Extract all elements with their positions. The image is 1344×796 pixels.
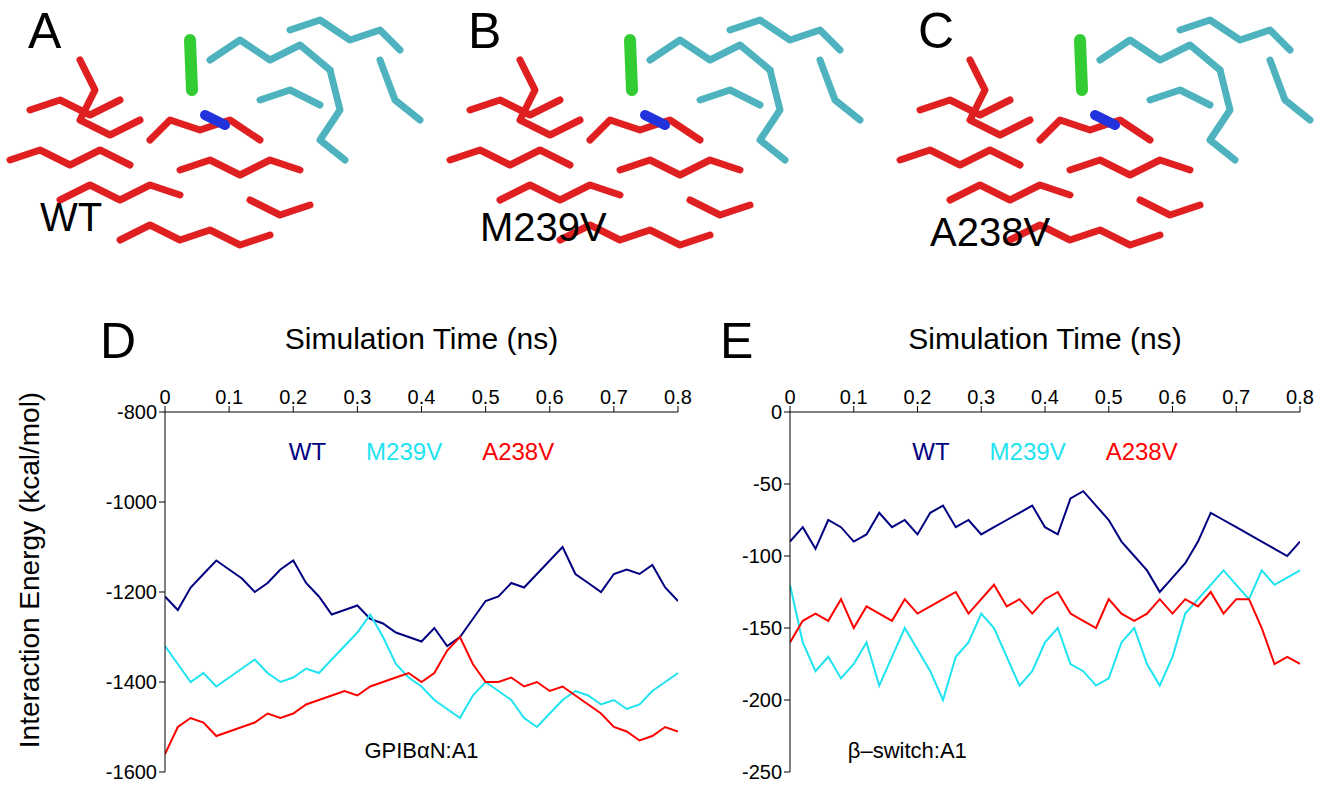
html-text:A: A <box>28 3 62 59</box>
html-text:M239V: M239V <box>989 438 1066 465</box>
svg-text:-100: -100 <box>742 545 782 567</box>
svg-text:-1600: -1600 <box>106 761 157 783</box>
html-text:Simulation Time (ns): Simulation Time (ns) <box>284 322 559 355</box>
svg-text:0.2: 0.2 <box>904 386 932 408</box>
svg-text:-200: -200 <box>742 689 782 711</box>
svg-text:0: 0 <box>159 386 170 408</box>
svg-text:0.5: 0.5 <box>1095 386 1123 408</box>
svg-text:0.5: 0.5 <box>472 386 500 408</box>
svg-text:0.4: 0.4 <box>1031 386 1059 408</box>
svg-text:0.1: 0.1 <box>840 386 868 408</box>
svg-text:0.4: 0.4 <box>408 386 436 408</box>
html-text:A238V: A238V <box>1105 438 1178 465</box>
html-text:β–switch:A1: β–switch:A1 <box>847 738 967 763</box>
svg-text:-50: -50 <box>753 473 782 495</box>
html-text:B: B <box>468 3 502 59</box>
svg-text:0.8: 0.8 <box>1286 386 1314 408</box>
html-text:GPIBαN:A1: GPIBαN:A1 <box>364 738 479 763</box>
svg-text:0.7: 0.7 <box>1222 386 1250 408</box>
html-text:WT: WT <box>288 438 327 465</box>
svg-text:0.6: 0.6 <box>536 386 564 408</box>
svg-text:0.7: 0.7 <box>600 386 628 408</box>
html-text:E: E <box>720 313 754 369</box>
svg-text:-250: -250 <box>742 761 782 783</box>
svg-text:0.3: 0.3 <box>967 386 995 408</box>
svg-text:0.1: 0.1 <box>215 386 243 408</box>
svg-text:0.8: 0.8 <box>664 386 692 408</box>
svg-text:0: 0 <box>784 386 795 408</box>
html-text:M239V: M239V <box>480 205 607 249</box>
svg-text:-1400: -1400 <box>106 671 157 693</box>
html-text:Simulation Time (ns): Simulation Time (ns) <box>908 322 1182 355</box>
html-text:C: C <box>918 3 955 59</box>
svg-text:-800: -800 <box>117 401 157 423</box>
html-text:Interaction Energy (kcal/mol): Interaction Energy (kcal/mol) <box>14 391 45 749</box>
svg-text:-1000: -1000 <box>106 491 157 513</box>
html-text:WT: WT <box>40 195 103 239</box>
svg-text:0.3: 0.3 <box>343 386 371 408</box>
svg-text:0.6: 0.6 <box>1159 386 1187 408</box>
svg-text:-1200: -1200 <box>106 581 157 603</box>
html-text:M239V: M239V <box>366 438 443 465</box>
svg-text:0.2: 0.2 <box>279 386 307 408</box>
svg-text:-150: -150 <box>742 617 782 639</box>
html-text:WT: WT <box>912 438 950 465</box>
html-text:D: D <box>100 313 137 369</box>
svg-text:0: 0 <box>771 401 782 423</box>
html-text:A238V: A238V <box>930 210 1051 254</box>
html-text:A238V: A238V <box>482 438 555 465</box>
